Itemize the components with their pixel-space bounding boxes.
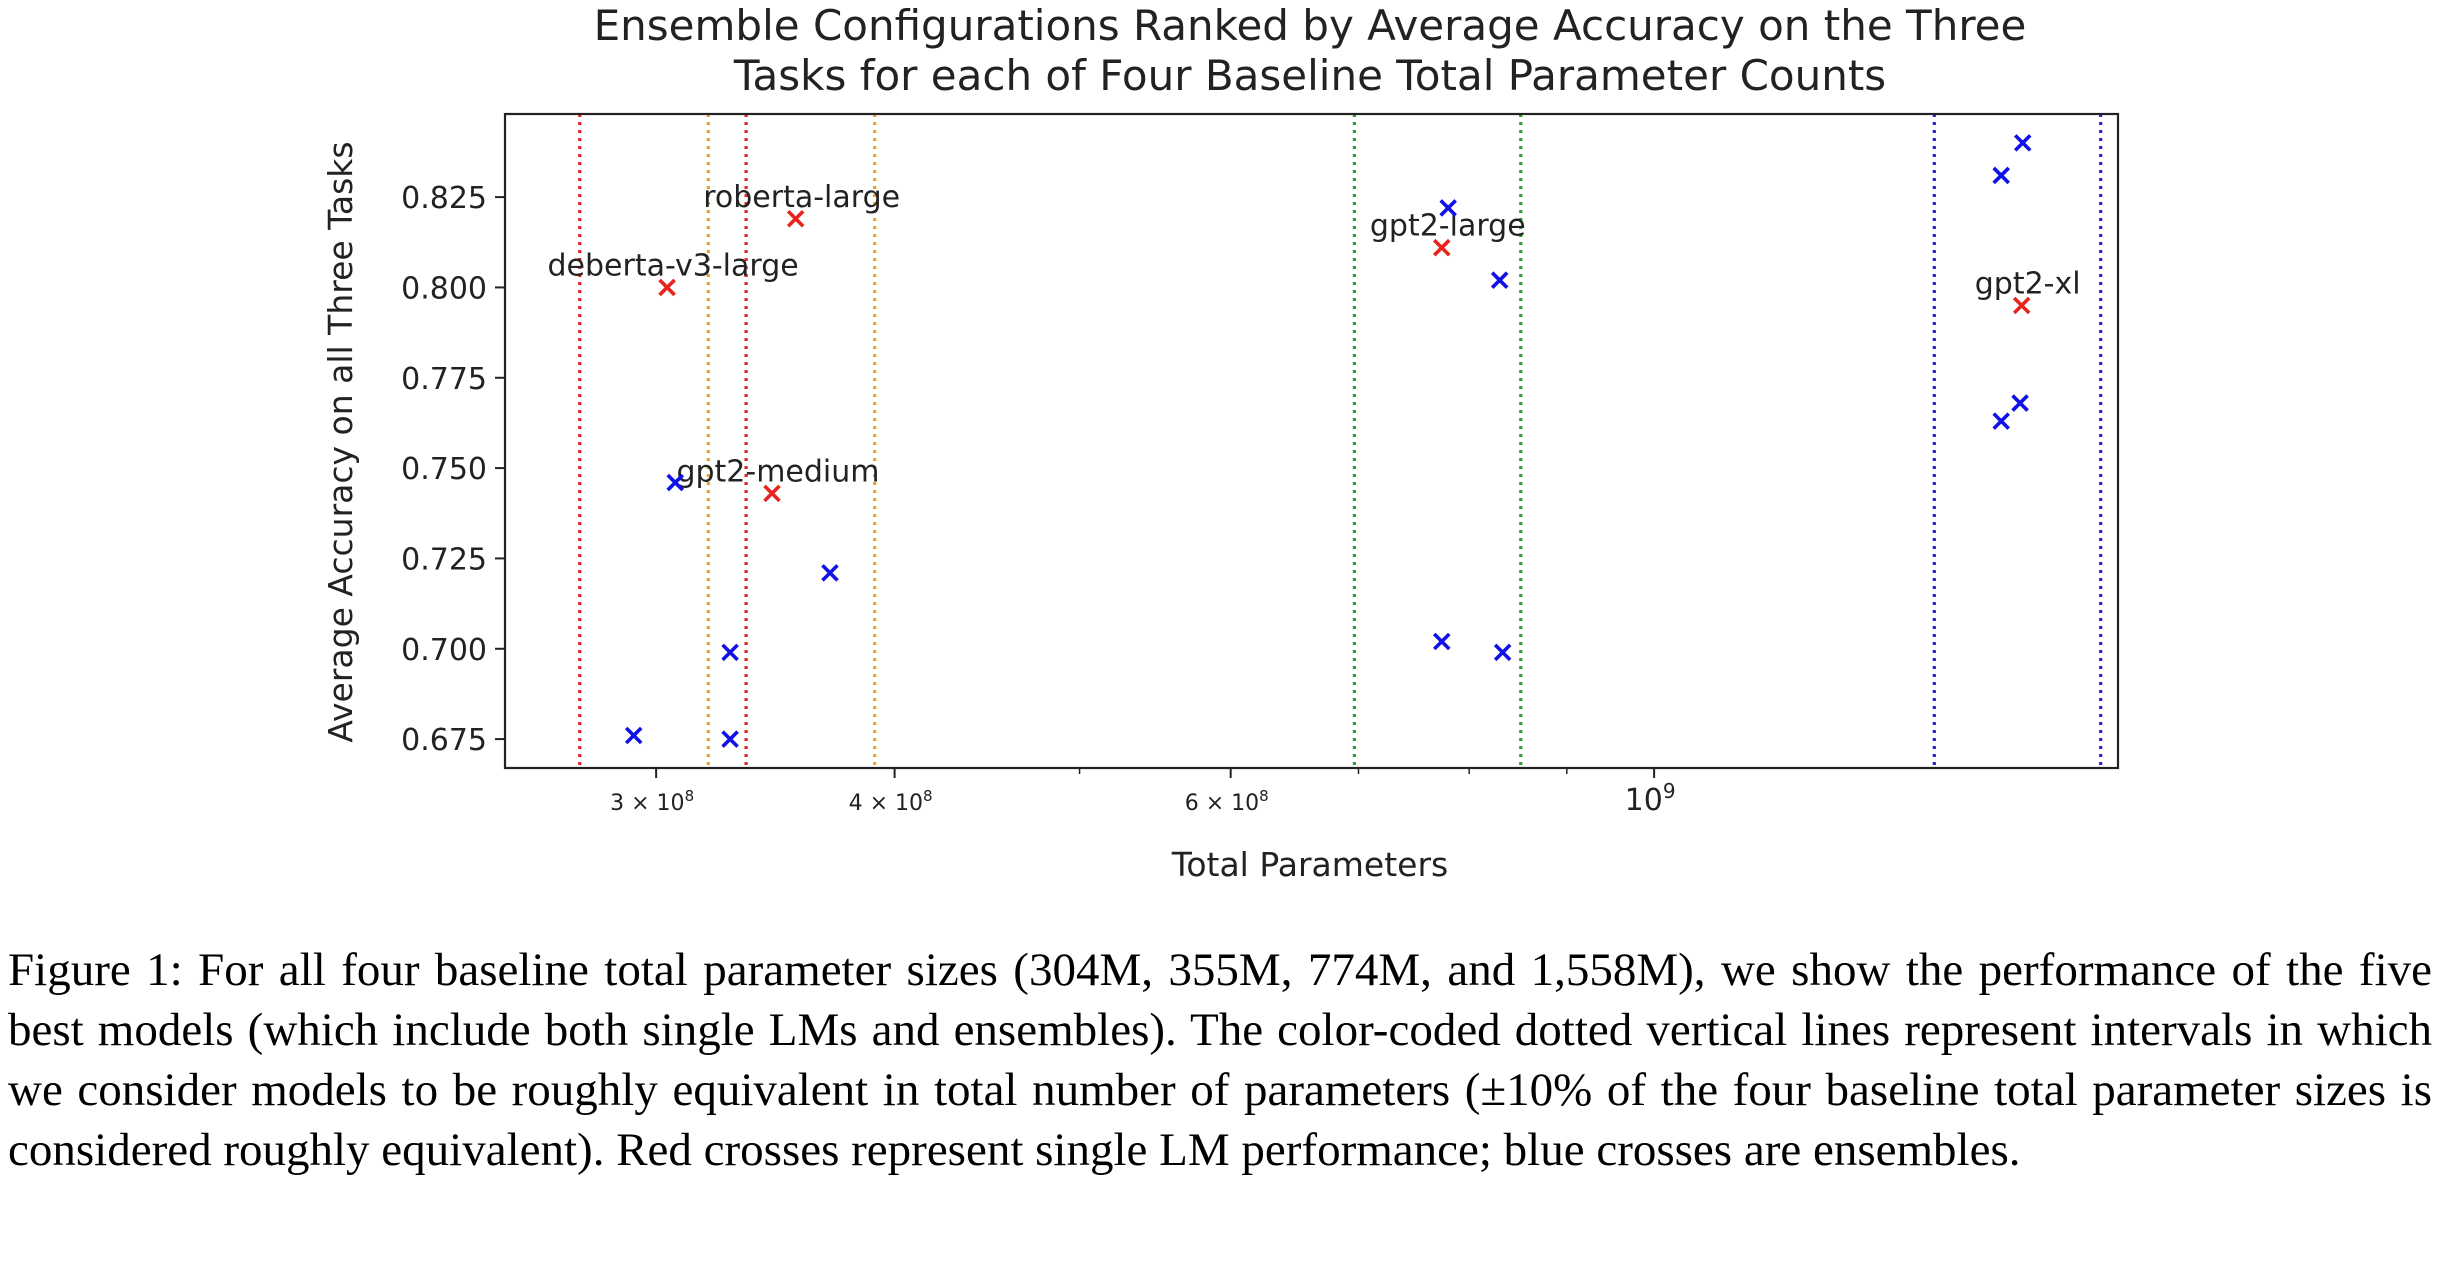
data-label-gpt2-large: gpt2-large: [1370, 209, 1526, 244]
data-point-s1-0: [624, 726, 643, 745]
y-tick-label-1: 0.700: [401, 633, 487, 668]
y-tick-label-5: 0.800: [401, 271, 487, 306]
plot-frame: [503, 112, 2120, 770]
scatter-chart: Ensemble Configurations Ranked by Averag…: [321, 1, 2120, 884]
data-label-gpt2-medium: gpt2-medium: [676, 454, 879, 489]
data-point-s1-8: [1493, 643, 1512, 662]
y-tick-label-0: 0.675: [401, 723, 487, 758]
data-label-deberta-v3-large: deberta-v3-large: [548, 248, 799, 283]
x-tick-label-2: 6 × 108: [1185, 787, 1269, 816]
chart-title-line-2: Tasks for each of Four Baseline Total Pa…: [733, 51, 1886, 100]
data-point-s1-1: [666, 473, 685, 492]
y-axis-label: Average Accuracy on all Three Tasks: [321, 141, 360, 742]
data-point-s1-2: [721, 643, 739, 662]
y-tick-label-3: 0.750: [401, 452, 487, 487]
data-point-s1-12: [2011, 394, 2029, 412]
data-point-s1-10: [2013, 134, 2032, 152]
data-point-s0-4: [2012, 296, 2031, 315]
data-point-s1-11: [1992, 412, 2010, 430]
data-point-s0-2: [763, 484, 781, 503]
y-tick-label-6: 0.825: [401, 181, 487, 216]
data-point-s0-1: [786, 210, 805, 228]
data-point-s1-4: [821, 564, 839, 582]
x-axis-label: Total Parameters: [1171, 845, 1448, 884]
y-tick-label-2: 0.725: [401, 542, 487, 577]
data-point-s0-0: [658, 278, 676, 297]
chart-title-line-1: Ensemble Configurations Ranked by Averag…: [594, 1, 2027, 50]
data-label-gpt2-xl: gpt2-xl: [1975, 267, 2081, 302]
x-tick-label-1: 4 × 108: [849, 787, 933, 816]
y-tick-label-4: 0.775: [401, 362, 487, 397]
data-point-s0-3: [1432, 238, 1451, 257]
data-point-s1-3: [721, 730, 739, 748]
data-point-s1-9: [1992, 166, 2010, 185]
x-tick-label-0: 3 × 108: [610, 787, 694, 816]
data-point-s1-5: [1439, 199, 1457, 217]
x-tick-label-3: 109: [1625, 779, 1676, 818]
figure-caption: Figure 1: For all four baseline total pa…: [8, 944, 2432, 1176]
plot-area: 0.675 0.700 0.725 0.750 0.775 0.800 0.825 3 × 1…: [401, 112, 2120, 818]
data-label-roberta-large: roberta-large: [703, 180, 900, 215]
data-point-s1-6: [1490, 271, 1509, 289]
data-point-s1-7: [1432, 632, 1451, 651]
